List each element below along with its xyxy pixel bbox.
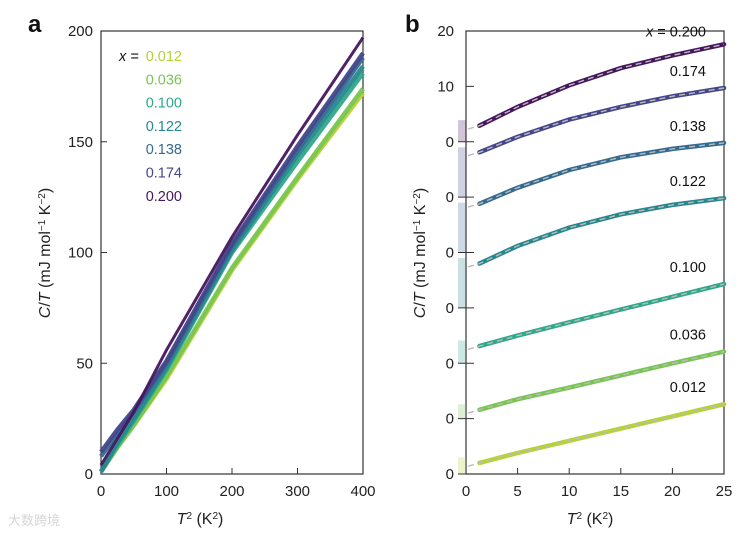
- fit-line-0.138: [467, 142, 725, 208]
- y-tick-label: 50: [76, 355, 93, 372]
- y-tick-label: 20: [437, 23, 454, 40]
- x-tick-label: 0: [462, 483, 470, 500]
- curve-label-0.012: 0.012: [670, 380, 706, 396]
- y-axis-label: C/T (mJ mol−1 K−2): [412, 188, 430, 318]
- panel-a-chart: 0 100 200 300 400 0 50 100 150 200 x = 0.012 0.036 0.…: [37, 23, 376, 528]
- zero-tick-label: 0: [446, 245, 454, 262]
- legend-prefix: x =: [118, 49, 139, 65]
- offset-marker: [458, 457, 466, 474]
- offset-marker: [458, 120, 466, 142]
- x-tick-label: 10: [561, 483, 578, 500]
- x-tick-label: 0: [97, 483, 105, 500]
- offset-marker: [458, 340, 466, 364]
- offset-marker: [458, 258, 466, 308]
- curve-label-0.138: 0.138: [670, 119, 706, 135]
- series-line-0.122: [477, 195, 727, 266]
- y-tick-label: 10: [437, 78, 454, 95]
- y-axis-label: C/T (mJ mol−1 K−2): [37, 188, 55, 318]
- series-line-0.200: [477, 42, 727, 128]
- curve-label-0.174: 0.174: [670, 64, 706, 80]
- offset-marker: [458, 202, 466, 253]
- offset-marker: [458, 404, 466, 419]
- panel-label-b: b: [405, 11, 420, 38]
- x-tick-label: 100: [154, 483, 179, 500]
- panel-b-chart: 0 5 10 15 20 25 20 10 0 x = 0.200 0 0.174 0 0.138 0 0.1…: [412, 23, 733, 528]
- legend-entry-0.174: 0.174: [146, 166, 182, 182]
- curve-label-0.100: 0.100: [670, 260, 706, 276]
- zero-tick-label: 0: [446, 466, 454, 483]
- legend-entry-0.138: 0.138: [146, 142, 182, 158]
- x-tick-label: 15: [612, 483, 629, 500]
- fit-line-0.122: [467, 197, 725, 268]
- y-tick-label: 0: [85, 466, 93, 483]
- fit-line-0.036: [467, 350, 725, 414]
- x-tick-label: 400: [350, 483, 375, 500]
- series-line-0.200: [99, 36, 365, 466]
- legend-entry-0.100: 0.100: [146, 96, 182, 112]
- panel-label-a: a: [28, 11, 42, 38]
- zero-tick-label: 0: [446, 411, 454, 428]
- curve-label-0.122: 0.122: [670, 174, 706, 190]
- curve-label-0.200: x = 0.200: [645, 24, 706, 40]
- zero-tick-label: 0: [446, 355, 454, 372]
- zero-tick-label: 0: [446, 300, 454, 317]
- fit-line-0.100: [467, 283, 725, 351]
- y-tick-label: 150: [68, 134, 93, 151]
- fit-line-0.012: [467, 403, 725, 467]
- curve-label-0.036: 0.036: [670, 328, 706, 344]
- x-axis-label: T2 (K2): [567, 511, 614, 529]
- watermark: 大数跨境: [8, 513, 61, 528]
- zero-tick-label: 0: [446, 189, 454, 206]
- legend-entry-0.036: 0.036: [146, 72, 182, 88]
- series-line-0.174: [99, 51, 365, 454]
- series-line-0.122: [99, 65, 365, 473]
- x-tick-label: 5: [513, 483, 521, 500]
- x-tick-label: 300: [285, 483, 310, 500]
- zero-tick-label: 0: [446, 134, 454, 151]
- legend-entry-0.012: 0.012: [146, 49, 182, 65]
- x-tick-label: 20: [664, 483, 681, 500]
- offset-marker: [458, 147, 466, 198]
- x-axis-label: T2 (K2): [177, 511, 224, 529]
- fit-line-0.200: [467, 43, 725, 130]
- fit-line-0.174: [467, 87, 725, 157]
- y-tick-label: 100: [68, 245, 93, 262]
- legend-entry-0.200: 0.200: [146, 189, 182, 205]
- legend-entry-0.122: 0.122: [146, 119, 182, 135]
- y-tick-label: 200: [68, 23, 93, 40]
- x-tick-label: 200: [219, 483, 244, 500]
- x-tick-label: 25: [716, 483, 733, 500]
